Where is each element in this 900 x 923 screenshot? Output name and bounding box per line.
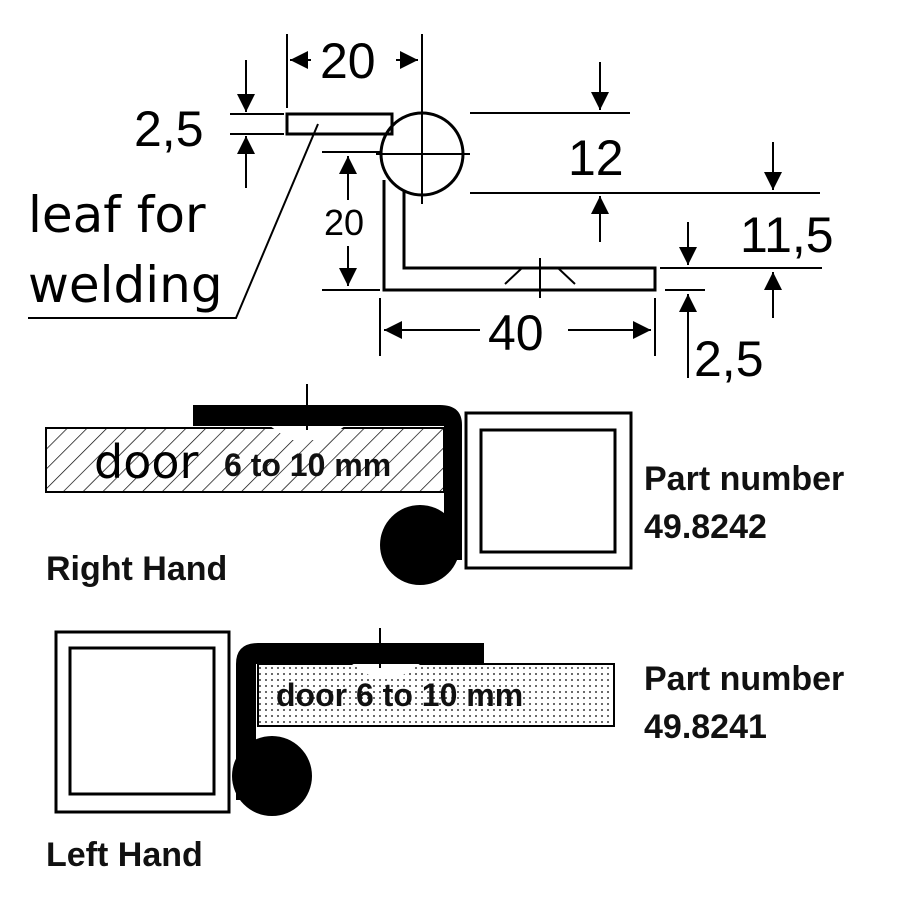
- frame-tube-inner: [68, 646, 216, 796]
- left-hand-label: Left Hand: [46, 836, 203, 874]
- left-hand-assembly: door 6 to 10 mm Part number 49.8241 Left…: [46, 628, 844, 874]
- leaf-note-leader: [28, 123, 319, 319]
- part-number-label: Part number: [644, 460, 844, 498]
- door-size-label: 6 to 10 mm: [224, 447, 391, 483]
- dim-bottom-thickness: 2,5: [694, 331, 764, 387]
- part-number-value: 49.8242: [644, 508, 767, 546]
- leaf-note-line1: leaf for: [28, 186, 206, 244]
- part-number-value: 49.8241: [644, 708, 767, 746]
- dim-leaf-thickness: 2,5: [134, 101, 204, 157]
- dim-vertical: 20: [324, 202, 364, 243]
- dim-bottom-width: 40: [488, 305, 544, 361]
- leaf-plate: [285, 112, 394, 136]
- part-number-label: Part number: [644, 660, 844, 698]
- dim-offset: 11,5: [740, 207, 834, 263]
- door-label: door 6 to 10 mm: [276, 677, 523, 713]
- hinge-knuckle: [232, 736, 312, 816]
- door-panel: [257, 663, 615, 727]
- hinge-leaf: [193, 405, 462, 560]
- right-hand-label: Right Hand: [46, 550, 227, 588]
- dim-knuckle: 12: [568, 130, 624, 186]
- bracket-profile: [382, 180, 657, 292]
- door-label: door: [94, 435, 198, 489]
- hinge-leaf: [236, 643, 484, 800]
- hinge-profile-drawing: 20 2,5 20 12 11,5 40 2,5: [28, 33, 834, 387]
- countersink-mark: [352, 664, 420, 677]
- frame-tube-inner: [479, 428, 617, 554]
- leaf-note-line2: welding: [28, 256, 223, 314]
- right-hand-assembly: door 6 to 10 mm Part number 49.8242 Righ…: [45, 384, 844, 588]
- dim-top-width: 20: [320, 33, 376, 89]
- hinge-knuckle: [380, 505, 460, 585]
- countersink-mark: [270, 426, 345, 440]
